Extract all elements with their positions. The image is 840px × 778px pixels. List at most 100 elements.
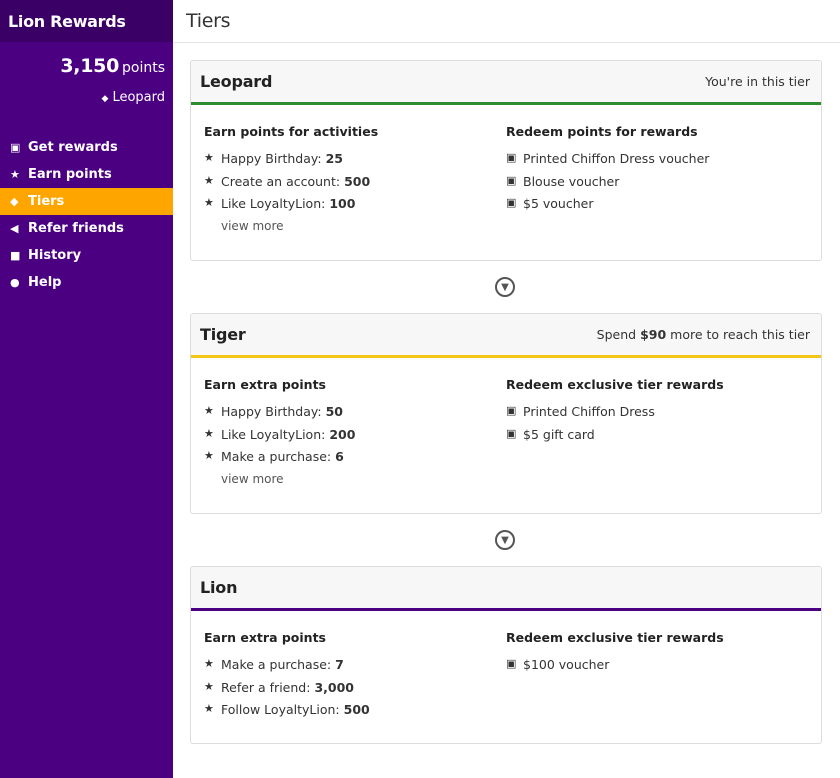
- redeem-item: ▣ Printed Chiffon Dress voucher: [506, 151, 808, 174]
- redeem-item: ▣ $100 voucher: [506, 657, 808, 680]
- earn-label: Make a purchase:: [221, 449, 332, 464]
- redeem-column: Redeem exclusive tier rewards ▣ $100 vouc…: [506, 630, 808, 725]
- redeem-title: Redeem exclusive tier rewards: [506, 630, 724, 645]
- view-more-link[interactable]: view more: [221, 218, 284, 233]
- star-icon: ★: [204, 702, 214, 715]
- sidebar-item-label: Earn points: [28, 167, 112, 182]
- main-content: Tiers Leopard You're in this tier Earn p…: [173, 0, 840, 778]
- gift-icon: ▣: [506, 404, 517, 417]
- earn-item: ★ Create an account: 500: [204, 174, 506, 197]
- earn-label: Make a purchase:: [221, 657, 332, 672]
- sidebar-item-label: Refer friends: [28, 221, 124, 236]
- sidebar-item-label: Get rewards: [28, 140, 118, 155]
- gift-icon: ▣: [506, 196, 517, 209]
- sidebar-item-history[interactable]: ■ History: [0, 242, 173, 269]
- sidebar-item-earn-points[interactable]: ★ Earn points: [0, 161, 173, 188]
- status-prefix: Spend: [596, 327, 637, 342]
- redeem-label: $100 voucher: [523, 657, 610, 672]
- earn-title: Earn points for activities: [204, 124, 379, 139]
- tier-header: Lion: [191, 567, 821, 611]
- tier-card-lion: Lion Earn extra points ★ Make a purchase:…: [190, 566, 822, 744]
- sidebar-item-refer-friends[interactable]: ◀ Refer friends: [0, 215, 173, 242]
- star-icon: ★: [204, 404, 214, 417]
- points-value: 3,150: [60, 55, 119, 77]
- sidebar-item-get-rewards[interactable]: ▣ Get rewards: [0, 134, 173, 161]
- tier-body: Earn extra points ★ Make a purchase: 7 ★ Re…: [191, 611, 821, 725]
- gift-icon: ▣: [506, 657, 517, 670]
- earn-label: Refer a friend:: [221, 679, 311, 695]
- earn-label: Happy Birthday:: [221, 151, 322, 166]
- question-circle-icon: ●: [10, 276, 20, 289]
- arrow-down-circle-icon[interactable]: ▼: [495, 530, 515, 550]
- star-icon: ★: [204, 657, 214, 670]
- tier-header: Leopard You're in this tier: [191, 61, 821, 105]
- redeem-label: Printed Chiffon Dress: [523, 404, 655, 419]
- earn-value: 100: [329, 196, 356, 211]
- tier-name: Tiger: [200, 325, 246, 344]
- sidebar-header: Lion Rewards: [0, 0, 173, 42]
- redeem-column: Redeem exclusive tier rewards ▣ Printed C…: [506, 377, 808, 494]
- earn-value: 200: [329, 426, 356, 442]
- earn-column: Earn extra points ★ Make a purchase: 7 ★ Re…: [204, 630, 506, 725]
- earn-item: ★ Like LoyaltyLion: 200: [204, 427, 506, 450]
- earn-value: 25: [325, 151, 344, 166]
- layers-icon: ◆: [101, 94, 109, 104]
- earn-item: ★ Happy Birthday: 25: [204, 151, 506, 174]
- gift-icon: ▣: [10, 141, 21, 154]
- star-icon: ★: [10, 168, 20, 181]
- page-header: Tiers: [173, 0, 840, 43]
- star-icon: ★: [204, 151, 214, 164]
- tier-body: Earn extra points ★ Happy Birthday: 50 ★ Li…: [191, 358, 821, 494]
- gift-icon: ▣: [506, 426, 517, 440]
- redeem-title: Redeem points for rewards: [506, 124, 698, 139]
- status-amount: $90: [640, 327, 667, 342]
- tier-name: Lion: [200, 578, 238, 597]
- redeem-label: Printed Chiffon Dress voucher: [523, 151, 710, 166]
- redeem-label: Blouse voucher: [523, 173, 620, 189]
- earn-label: Like LoyaltyLion:: [221, 426, 326, 442]
- sidebar-item-label: Help: [28, 275, 62, 290]
- points-unit: points: [122, 60, 165, 76]
- tier-card-leopard: Leopard You're in this tier Earn points …: [190, 60, 822, 261]
- earn-column: Earn points for activities ★ Happy Birthd…: [204, 124, 506, 241]
- app-title: Lion Rewards: [8, 11, 126, 31]
- current-tier: ◆ Leopard: [0, 86, 173, 124]
- earn-title: Earn extra points: [204, 377, 326, 392]
- sidebar-nav: ▣ Get rewards ★ Earn points ◆ Tiers ◀ Refer …: [0, 134, 173, 296]
- earn-column: Earn extra points ★ Happy Birthday: 50 ★ Li…: [204, 377, 506, 494]
- earn-title: Earn extra points: [204, 630, 326, 645]
- tier-card-tiger: Tiger Spend $90 more to reach this tier …: [190, 313, 822, 514]
- tier-status: You're in this tier: [705, 74, 810, 89]
- tier-name: Leopard: [200, 72, 273, 91]
- earn-value: 6: [335, 449, 344, 464]
- tier-header: Tiger Spend $90 more to reach this tier: [191, 314, 821, 358]
- gift-icon: ▣: [506, 173, 517, 187]
- view-more-link[interactable]: view more: [221, 471, 284, 486]
- redeem-label: $5 voucher: [523, 196, 594, 211]
- status-suffix: more to reach this tier: [670, 327, 810, 342]
- earn-value: 500: [343, 702, 370, 717]
- megaphone-icon: ◀: [10, 222, 19, 235]
- star-icon: ★: [204, 173, 214, 187]
- redeem-title: Redeem exclusive tier rewards: [506, 377, 724, 392]
- star-icon: ★: [204, 679, 214, 693]
- layers-icon: ◆: [10, 195, 19, 208]
- tier-status: Spend $90 more to reach this tier: [597, 327, 810, 342]
- sidebar-item-tiers[interactable]: ◆ Tiers: [0, 188, 173, 215]
- redeem-column: Redeem points for rewards ▣ Printed Chiff…: [506, 124, 808, 241]
- earn-value: 3,000: [314, 679, 354, 695]
- earn-item: ★ Refer a friend: 3,000: [204, 680, 506, 703]
- earn-item: ★ Follow LoyaltyLion: 500: [204, 702, 506, 725]
- earn-label: Happy Birthday:: [221, 404, 322, 419]
- sidebar-item-label: History: [28, 248, 82, 263]
- earn-value: 500: [344, 173, 371, 189]
- earn-label: Create an account:: [221, 173, 341, 189]
- earn-item: ★ Happy Birthday: 50: [204, 404, 506, 427]
- sidebar: Lion Rewards 3,150 points ◆ Leopard ▣ Get r…: [0, 0, 173, 778]
- earn-item: ★ Make a purchase: 7: [204, 657, 506, 680]
- arrow-down-circle-icon[interactable]: ▼: [495, 277, 515, 297]
- star-icon: ★: [204, 196, 214, 209]
- earn-value: 7: [335, 657, 344, 672]
- sidebar-item-help[interactable]: ● Help: [0, 269, 173, 296]
- redeem-item: ▣ Blouse voucher: [506, 174, 808, 197]
